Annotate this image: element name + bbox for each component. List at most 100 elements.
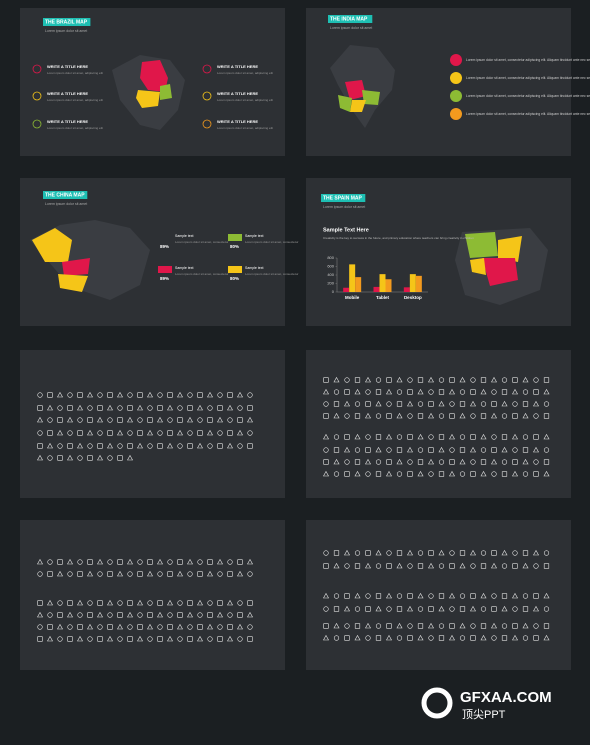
icon xyxy=(501,413,508,419)
icon xyxy=(438,459,445,465)
icon xyxy=(196,404,204,411)
icon xyxy=(97,571,103,577)
icon xyxy=(176,429,184,436)
icon xyxy=(177,612,183,618)
icon xyxy=(417,433,424,440)
icon xyxy=(522,606,529,612)
icon xyxy=(449,563,455,569)
icon xyxy=(417,550,424,556)
icon xyxy=(247,405,253,411)
icon xyxy=(417,563,424,569)
icon xyxy=(47,559,53,565)
icon xyxy=(106,635,114,642)
icon xyxy=(247,430,253,436)
icon xyxy=(187,443,193,449)
icon xyxy=(166,404,174,411)
x-tick-label: Desktop xyxy=(404,295,422,300)
icon xyxy=(448,470,456,477)
icon xyxy=(186,558,194,565)
map-region xyxy=(140,60,168,92)
icon xyxy=(146,391,154,398)
icon xyxy=(46,599,54,606)
icon xyxy=(396,458,403,465)
icon xyxy=(396,471,403,477)
icon xyxy=(427,376,435,383)
icon xyxy=(67,443,73,449)
icon xyxy=(386,550,392,556)
icon xyxy=(147,636,153,642)
icon xyxy=(137,571,143,577)
icon xyxy=(247,443,253,449)
icon xyxy=(206,623,214,630)
item-text: Lorem ipsum dolor sit amet, adipiscing e… xyxy=(47,71,103,75)
icon xyxy=(117,455,123,461)
icon xyxy=(448,592,456,599)
icon xyxy=(512,563,518,569)
icon xyxy=(428,434,434,440)
icon xyxy=(396,389,403,395)
icon xyxy=(187,405,193,411)
icon xyxy=(197,571,203,577)
icon xyxy=(438,563,445,569)
icon xyxy=(333,471,340,477)
icon xyxy=(197,417,203,423)
icon xyxy=(491,593,497,599)
icon xyxy=(47,417,53,423)
icon xyxy=(543,433,550,440)
icon xyxy=(86,391,94,398)
icon xyxy=(76,442,84,449)
icon xyxy=(322,433,330,440)
icon xyxy=(167,559,173,565)
icon xyxy=(386,447,392,453)
icon xyxy=(501,605,508,612)
icon xyxy=(501,377,508,383)
icon xyxy=(56,429,64,436)
icon xyxy=(480,563,487,569)
icon xyxy=(333,606,340,612)
icon xyxy=(417,623,424,629)
icon xyxy=(207,636,213,642)
icon xyxy=(186,611,194,618)
icon xyxy=(57,405,63,411)
icon xyxy=(386,563,392,569)
icon xyxy=(226,599,234,606)
item-icon xyxy=(32,64,42,74)
icon xyxy=(107,571,113,577)
icon xyxy=(57,417,63,423)
item-title: WRITE A TITLE HERE xyxy=(47,91,88,96)
icon xyxy=(333,447,340,453)
icon xyxy=(37,405,43,411)
icon xyxy=(187,392,193,398)
slide-heading: Sample Text Here xyxy=(323,227,369,233)
icon xyxy=(375,434,382,440)
icon xyxy=(407,459,413,465)
icon xyxy=(127,405,133,411)
icon xyxy=(323,550,329,556)
icon xyxy=(177,636,183,642)
icon xyxy=(227,571,233,577)
icon xyxy=(522,458,529,465)
icon xyxy=(106,599,114,606)
icon xyxy=(386,623,392,629)
icon xyxy=(396,635,403,641)
icon xyxy=(438,377,445,383)
icon xyxy=(407,413,413,419)
item-badge xyxy=(450,90,462,102)
icon xyxy=(448,634,456,641)
icon xyxy=(343,446,351,453)
icon xyxy=(137,612,143,618)
icon xyxy=(470,593,476,599)
icon xyxy=(57,455,63,461)
icon xyxy=(47,455,53,461)
y-tick-label: 0 xyxy=(332,289,335,294)
slide-subtitle: Lorem ipsum dolor sit amet xyxy=(323,205,365,209)
icon xyxy=(396,550,403,556)
icon xyxy=(227,624,233,630)
map-region xyxy=(136,90,160,108)
icon xyxy=(407,389,413,395)
icon xyxy=(96,611,104,618)
item-text: Lorem ipsum dolor sit amet, consectetur xyxy=(175,272,228,276)
icon xyxy=(216,416,224,423)
icon xyxy=(522,562,529,569)
icon xyxy=(522,471,529,477)
